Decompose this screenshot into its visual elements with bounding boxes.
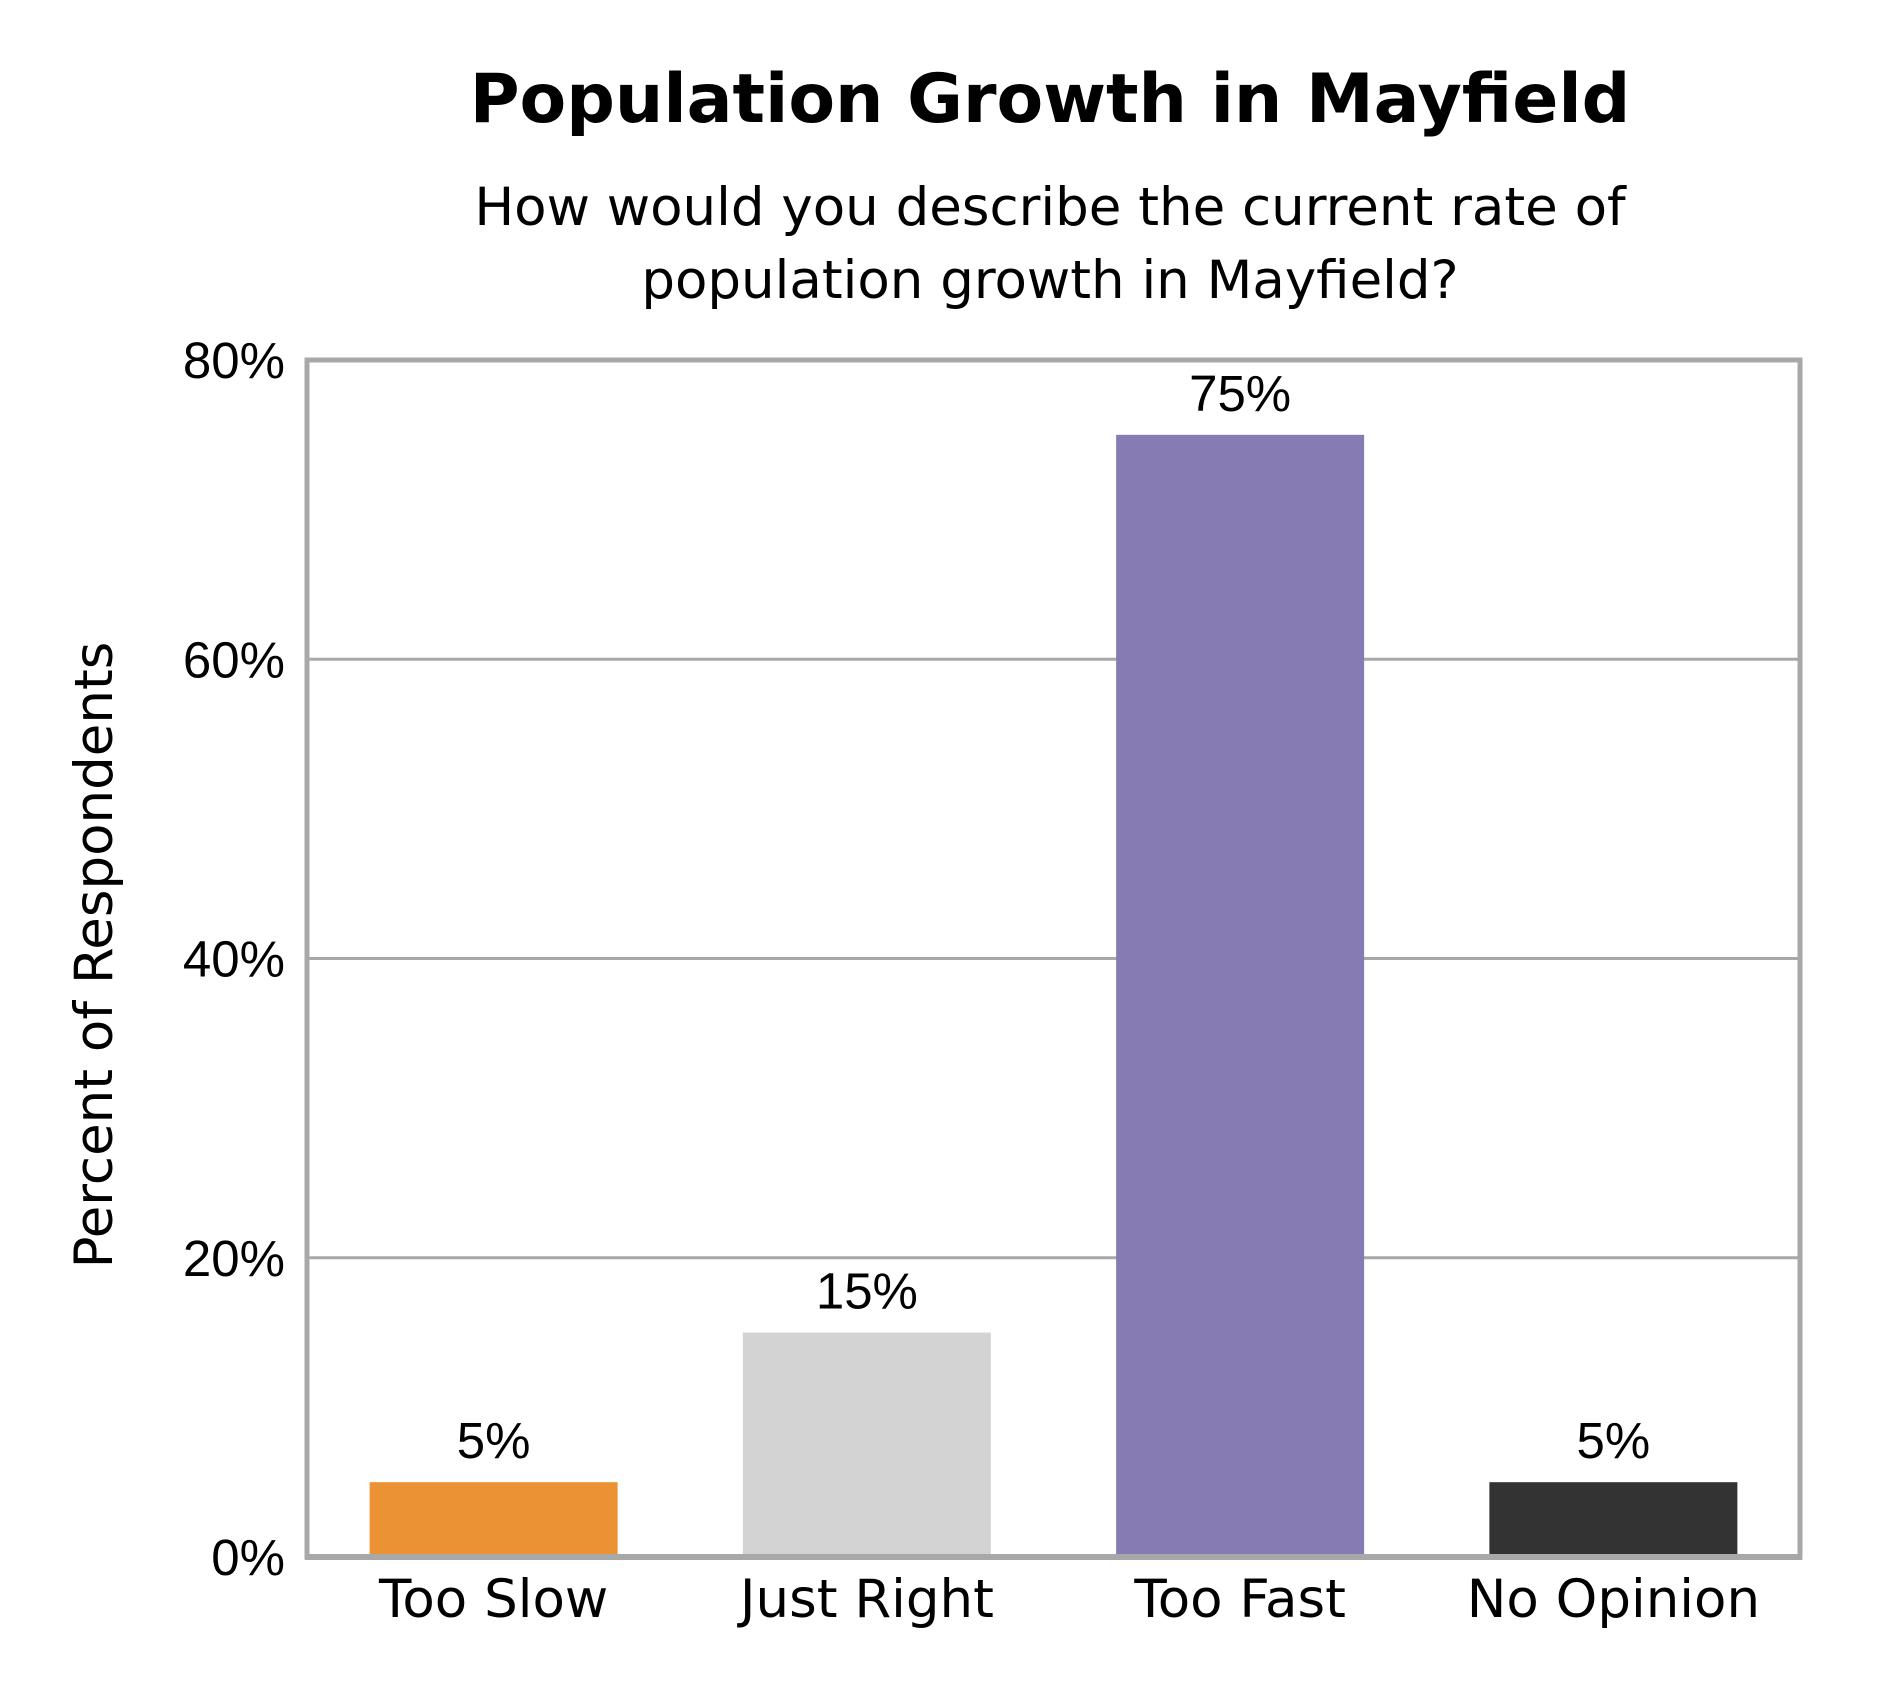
- bar: [1116, 434, 1365, 1557]
- x-tick-label: Just Right: [737, 1569, 994, 1630]
- data-label-background: [1185, 362, 1296, 423]
- data-label-background: [811, 1260, 922, 1321]
- plot-frame: [304, 357, 1803, 1560]
- x-tick-label: Too Slow: [378, 1569, 608, 1630]
- data-label: 15%: [816, 1263, 918, 1320]
- y-axis-label: Percent of Respondents: [64, 642, 125, 1269]
- data-labels: 5% 15% 75% 5%: [453, 362, 1654, 1471]
- y-tick-label: 60%: [183, 631, 285, 688]
- data-label: 75%: [1189, 365, 1291, 422]
- x-tick-label: No Opinion: [1467, 1569, 1760, 1630]
- gridlines: [307, 657, 1800, 1260]
- bars: [369, 434, 1738, 1557]
- y-tick-label: 20%: [183, 1230, 285, 1287]
- chart-title: Population Growth in Mayfield: [470, 60, 1631, 139]
- bar: [369, 1482, 618, 1557]
- data-label-background: [1573, 1410, 1654, 1471]
- bar: [742, 1332, 991, 1557]
- chart-subtitle-line-1: How would you describe the current rate …: [474, 177, 1627, 238]
- bar: [1489, 1482, 1738, 1557]
- data-label: 5%: [457, 1412, 531, 1469]
- chart-subtitle-line-2: population growth in Mayfield?: [641, 250, 1458, 311]
- x-tick-labels: Too Slow Just Right Too Fast No Opinion: [378, 1569, 1760, 1630]
- y-tick-label: 0%: [211, 1529, 285, 1586]
- y-tick-labels: 0% 20% 40% 60% 80%: [183, 332, 285, 1586]
- data-label: 5%: [1577, 1412, 1651, 1469]
- y-tick-label: 80%: [183, 332, 285, 389]
- x-tick-label: Too Fast: [1133, 1569, 1346, 1630]
- data-label-background: [453, 1410, 534, 1471]
- y-tick-label: 40%: [183, 931, 285, 988]
